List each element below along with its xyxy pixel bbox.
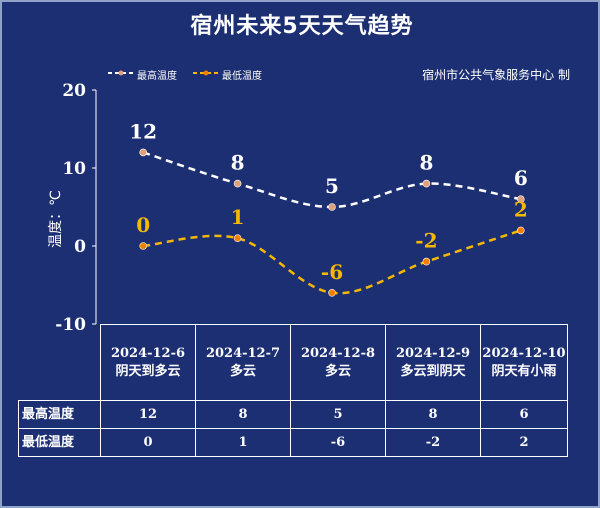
series-high-point [328,203,336,211]
day-header: 2024-12-7 多云 [195,324,291,401]
table-cell-high: 6 [480,400,568,429]
day-header: 2024-12-10 阴天有小雨 [480,324,568,401]
series-low-data-label: -2 [415,229,437,253]
series-high-data-label: 6 [514,166,528,190]
table-row-high: 最高温度 12 8 5 8 6 [18,400,568,429]
series-low-point [422,257,431,266]
series-high-point [233,179,242,188]
y-tick-label: 0 [74,237,86,257]
day-weather: 多云 [324,363,351,379]
legend-high-label: 最高温度 [137,71,177,82]
table-corner [18,324,101,401]
table-cell-high: 12 [100,400,196,429]
day-header: 2024-12-9 多云到阴天 [385,324,481,401]
table-cell-high: 8 [385,400,481,429]
row-label-low: 最低温度 [18,428,101,457]
y-tick-label: 10 [62,159,86,179]
table-row-low: 最低温度 0 1 -6 -2 2 [18,428,568,457]
series-low-data-label: 1 [231,205,245,229]
day-weather: 阴天有小雨 [491,363,557,379]
forecast-table: 2024-12-6 阴天到多云 2024-12-7 多云 2024-12-8 多云 2… [18,324,568,457]
series-low-point [328,288,336,297]
series-low-point [516,226,525,235]
table-cell-high: 8 [195,400,291,429]
legend-item-low: 最低温度 [192,68,262,82]
day-date: 2024-12-10 [482,345,566,361]
table-cell-low: -2 [385,428,481,457]
day-weather: 多云到阴天 [400,363,466,379]
day-date: 2024-12-9 [395,345,471,361]
series-low-point [233,234,242,242]
series-high-point [422,179,431,188]
day-date: 2024-12-7 [205,345,281,361]
legend-item-high: 最高温度 [107,68,177,82]
table-row-header: 2024-12-6 阴天到多云 2024-12-7 多云 2024-12-8 多云 2… [18,324,568,401]
series-low-data-label: 0 [136,213,150,237]
chart-title: 宿州未来5天天气趋势 [190,14,414,39]
series-low-data-label: -6 [321,260,343,284]
y-tick-label: 20 [62,81,86,101]
series-high-data-label: 5 [325,174,339,198]
table-cell-low: 1 [195,428,291,457]
day-header: 2024-12-8 多云 [290,324,386,401]
legend-low-label: 最低温度 [222,71,262,82]
day-date: 2024-12-6 [110,345,186,361]
legend-low-swatch [193,70,219,76]
series-high-data-label: 8 [419,151,433,175]
source-credit: 宿州市公共气象服务中心 制 [422,68,570,82]
series-high-data-label: 8 [231,151,245,175]
row-label-high: 最高温度 [18,400,101,429]
series-high-data-label: 12 [129,119,157,143]
day-date: 2024-12-8 [300,345,376,361]
day-weather: 多云 [229,363,256,379]
day-header: 2024-12-6 阴天到多云 [100,324,196,401]
series-low-point [139,242,147,250]
series-low-data-label: 2 [514,197,528,221]
legend-high-swatch [108,70,134,76]
series-high-point [516,195,525,203]
table-cell-low: -6 [290,428,386,457]
table-cell-low: 0 [100,428,196,457]
day-weather: 阴天到多云 [115,363,181,379]
table-cell-low: 2 [480,428,568,457]
table-cell-high: 5 [290,400,386,429]
series-high-point [139,148,147,157]
